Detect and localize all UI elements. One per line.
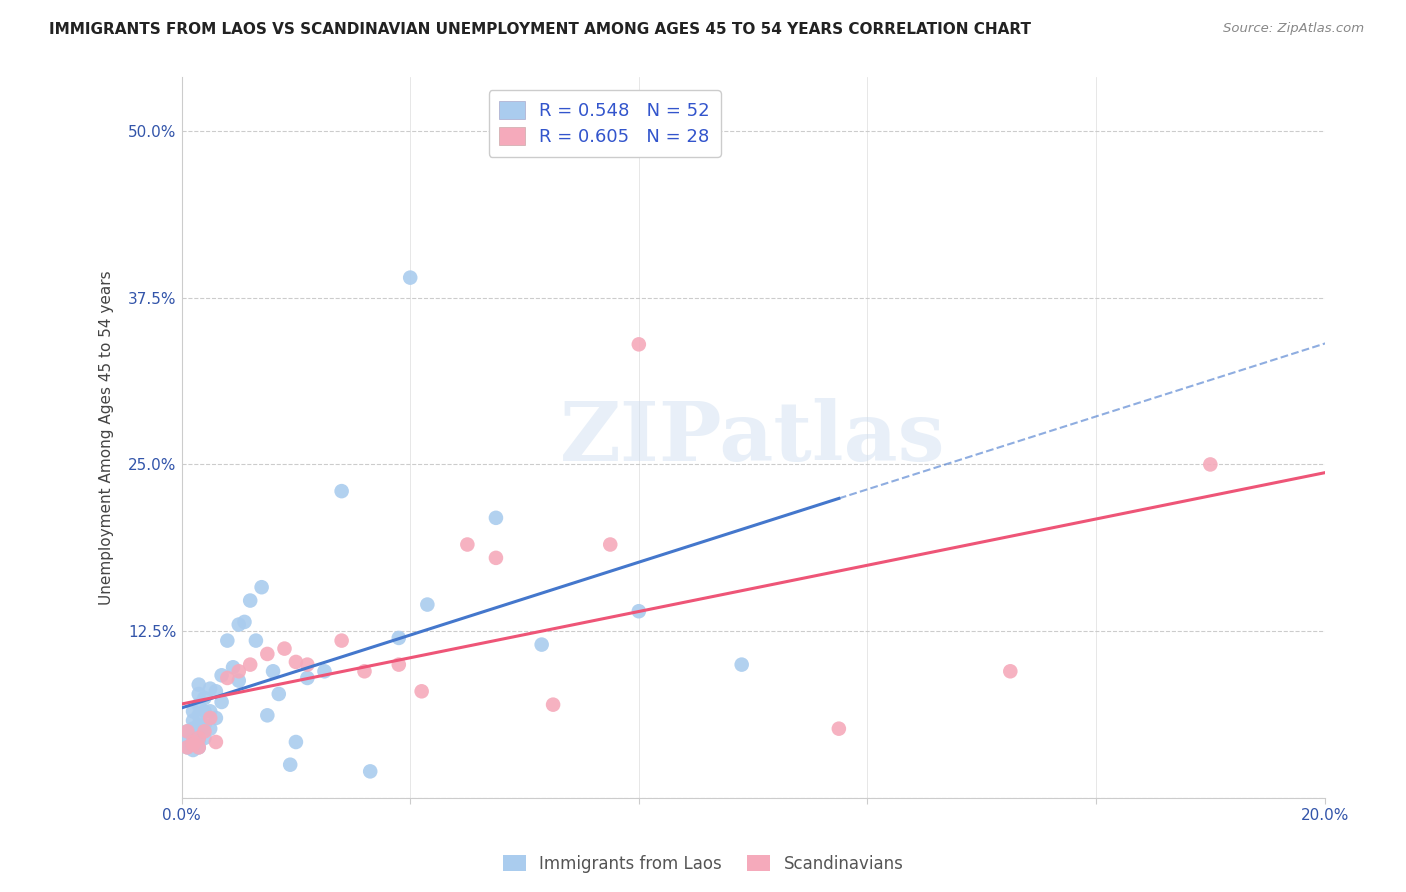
Point [217, 633, 239, 648]
Point [187, 724, 209, 739]
Point [193, 690, 215, 705]
Text: IMMIGRANTS FROM LAOS VS SCANDINAVIAN UNEMPLOYMENT AMONG AGES 45 TO 54 YEARS CORR: IMMIGRANTS FROM LAOS VS SCANDINAVIAN UNE… [49, 22, 1031, 37]
Point [359, 764, 381, 779]
Point [731, 657, 754, 672]
Point [530, 638, 553, 652]
Point [193, 704, 215, 718]
Point [388, 631, 411, 645]
Point [278, 757, 301, 772]
Point [181, 722, 204, 736]
Point [330, 484, 353, 499]
Point [187, 733, 209, 747]
Point [256, 647, 278, 661]
Point [187, 698, 209, 712]
Point [187, 678, 209, 692]
Point [181, 738, 204, 752]
Point [205, 711, 228, 725]
Point [181, 735, 204, 749]
Point [297, 657, 319, 672]
Point [273, 641, 295, 656]
Point [456, 537, 478, 551]
Point [176, 740, 198, 755]
Point [176, 735, 198, 749]
Point [193, 731, 215, 745]
Point [198, 681, 221, 696]
Point [187, 708, 209, 723]
Point [330, 633, 353, 648]
Point [267, 687, 290, 701]
Point [239, 593, 262, 607]
Point [627, 604, 650, 618]
Point [187, 687, 209, 701]
Point [211, 695, 233, 709]
Point [198, 711, 221, 725]
Legend: R = 0.548   N = 52, R = 0.605   N = 28: R = 0.548 N = 52, R = 0.605 N = 28 [488, 90, 720, 157]
Point [181, 714, 204, 728]
Point [284, 655, 307, 669]
Point [353, 665, 375, 679]
Point [485, 511, 508, 525]
Point [828, 722, 851, 736]
Point [176, 724, 198, 739]
Point [211, 668, 233, 682]
Point [411, 684, 433, 698]
Point [205, 684, 228, 698]
Point [228, 665, 250, 679]
Text: Source: ZipAtlas.com: Source: ZipAtlas.com [1223, 22, 1364, 36]
Point [262, 665, 284, 679]
Point [541, 698, 564, 712]
Point [181, 730, 204, 744]
Point [217, 671, 239, 685]
Point [245, 633, 267, 648]
Point [187, 740, 209, 755]
Text: ZIPatlas: ZIPatlas [561, 398, 946, 478]
Point [181, 738, 204, 752]
Point [193, 717, 215, 731]
Point [198, 704, 221, 718]
Point [181, 743, 204, 757]
Point [187, 740, 209, 755]
Point [181, 704, 204, 718]
Point [485, 550, 508, 565]
Point [627, 337, 650, 351]
Point [284, 735, 307, 749]
Point [205, 735, 228, 749]
Point [399, 270, 422, 285]
Legend: Immigrants from Laos, Scandinavians: Immigrants from Laos, Scandinavians [496, 848, 910, 880]
Point [1000, 665, 1022, 679]
Point [416, 598, 439, 612]
Point [297, 671, 319, 685]
Point [193, 724, 215, 739]
Point [314, 665, 336, 679]
Point [239, 657, 262, 672]
Point [187, 731, 209, 745]
Point [228, 673, 250, 688]
Y-axis label: Unemployment Among Ages 45 to 54 years: Unemployment Among Ages 45 to 54 years [100, 270, 114, 605]
Point [176, 740, 198, 755]
Point [228, 617, 250, 632]
Point [388, 657, 411, 672]
Point [187, 717, 209, 731]
Point [256, 708, 278, 723]
Point [1199, 458, 1222, 472]
Point [176, 724, 198, 739]
Point [222, 660, 245, 674]
Point [233, 615, 256, 629]
Point [198, 722, 221, 736]
Point [250, 580, 273, 594]
Point [599, 537, 621, 551]
